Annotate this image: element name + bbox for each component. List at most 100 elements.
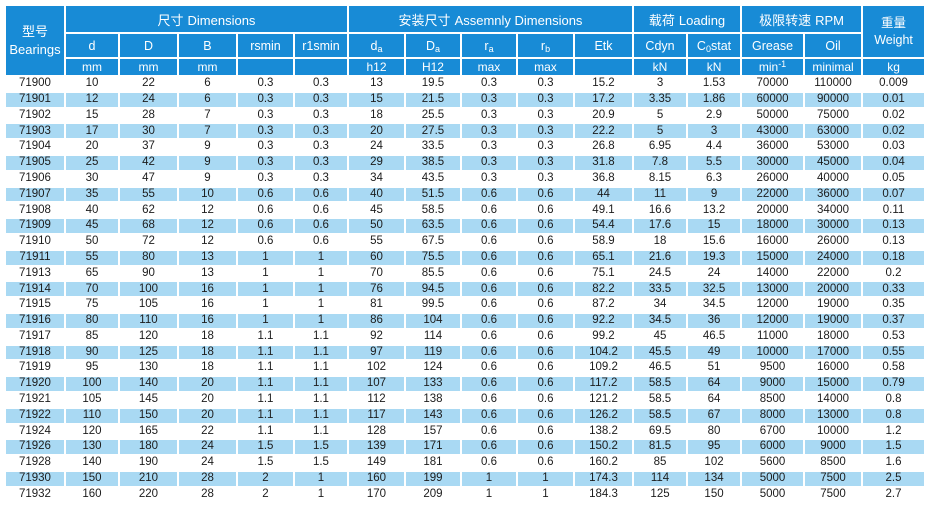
- value-cell: 0.6: [517, 345, 573, 360]
- value-cell: 102: [366, 361, 387, 374]
- table-row: 71928 140 190 24 1.5 1.5 149 181 0.6 0.6 160.2 85 10…: [6, 456, 924, 470]
- col-header-Da: Da: [405, 34, 460, 57]
- value-cell: 107: [348, 377, 404, 391]
- value-cell: 0.6: [537, 298, 554, 311]
- value-cell: 67.5: [421, 235, 445, 248]
- value-cell: 1: [485, 487, 493, 500]
- value-cell: 0.6: [294, 219, 347, 233]
- value-cell: 0.3: [257, 140, 274, 153]
- value-cell: 20: [85, 140, 99, 153]
- value-cell: 13000: [742, 282, 804, 297]
- value-cell: 65: [85, 266, 99, 279]
- value-cell: 3: [688, 124, 741, 139]
- value-cell: 58.5: [421, 203, 445, 216]
- value-cell: 0.6: [537, 235, 554, 248]
- value-cell: 170: [366, 487, 387, 500]
- col-header-d: d: [65, 34, 118, 57]
- value-cell: 1: [294, 313, 347, 328]
- table-row: 71924 120 165 22 1.1 1.1 128 157 0.6 0.6 138.2 69.5…: [6, 425, 924, 439]
- value-cell: 21.6: [634, 250, 687, 265]
- value-cell: 0.6: [517, 440, 573, 455]
- value-cell: 1: [461, 471, 516, 486]
- value-cell: 1.5: [294, 440, 347, 455]
- unit-h12: h12: [348, 59, 404, 75]
- value-cell: 22.2: [574, 124, 633, 139]
- unit-H12: H12: [405, 59, 460, 75]
- col-header-rsmin: rsmin: [237, 34, 293, 57]
- value-cell: 64: [707, 393, 721, 406]
- value-cell: 24: [178, 440, 236, 455]
- value-cell: 1: [317, 487, 325, 500]
- value-cell: 0.04: [863, 155, 925, 170]
- value-cell: 19000: [817, 298, 850, 311]
- value-cell: 76: [348, 282, 404, 297]
- value-cell: 165: [138, 424, 159, 437]
- table-row: 71901 12 24 6 0.3 0.3 15 21.5 0.3 0.3 17.2 3.35 1.86…: [5, 92, 925, 107]
- value-cell: 15: [688, 219, 741, 233]
- value-cell: 1: [262, 298, 269, 311]
- value-cell: 70: [370, 266, 383, 279]
- value-cell: 80: [65, 313, 118, 328]
- value-cell: 5: [634, 124, 687, 139]
- value-cell: 34000: [817, 203, 850, 216]
- bearing-model-cell: 71918: [5, 345, 64, 360]
- value-cell: 10000: [817, 424, 850, 437]
- table-row: 71930 150 210 28 2 1 160 199 1 1 174.3 114 134 5000 75…: [5, 471, 925, 486]
- value-cell: 13: [178, 250, 236, 265]
- value-cell: 0.6: [537, 424, 554, 437]
- value-cell: 0.3: [461, 92, 516, 107]
- value-cell: 0.6: [461, 345, 516, 360]
- value-cell: 0.6: [517, 313, 573, 328]
- value-cell: 0.3: [312, 77, 329, 90]
- value-cell: 1.53: [702, 77, 726, 90]
- value-cell: 0.8: [863, 408, 925, 423]
- value-cell: 0.33: [863, 282, 925, 297]
- value-cell: 104: [405, 313, 460, 328]
- value-cell: 22000: [817, 266, 850, 279]
- col-header-da: da: [348, 34, 404, 57]
- unit-blank-etk: [574, 59, 633, 75]
- bearing-model-cell: 71924: [18, 424, 51, 437]
- value-cell: 210: [119, 471, 177, 486]
- value-cell: 130: [65, 440, 118, 455]
- value-cell: 34: [370, 171, 383, 184]
- value-cell: 26000: [817, 235, 850, 248]
- value-cell: 65.1: [574, 250, 633, 265]
- value-cell: 1.1: [237, 408, 293, 423]
- value-cell: 55: [65, 250, 118, 265]
- value-cell: 36000: [805, 187, 862, 202]
- value-cell: 0.3: [294, 92, 347, 107]
- bearing-model-cell: 71910: [18, 235, 51, 248]
- value-cell: 181: [423, 456, 443, 469]
- bearing-model-cell: 71913: [18, 266, 51, 279]
- value-cell: 31.8: [574, 155, 633, 170]
- value-cell: 8000: [742, 408, 804, 423]
- value-cell: 0.55: [863, 345, 925, 360]
- value-cell: 45000: [805, 155, 862, 170]
- bearing-model-cell: 71922: [5, 408, 64, 423]
- table-row: 71932 160 220 28 2 1 170 209 1 1 184.3 125 150 5000 75…: [6, 488, 924, 502]
- value-cell: 105: [82, 393, 102, 406]
- value-cell: 0.11: [882, 203, 905, 216]
- value-cell: 1.1: [312, 329, 329, 342]
- value-cell: 1: [237, 282, 293, 297]
- value-cell: 0.3: [517, 155, 573, 170]
- value-cell: 0.3: [237, 92, 293, 107]
- value-cell: 85.5: [421, 266, 445, 279]
- value-cell: 0.3: [461, 124, 516, 139]
- value-cell: 105: [138, 298, 159, 311]
- unit-kn-c0stat: kN: [688, 59, 741, 75]
- value-cell: 3.35: [634, 92, 687, 107]
- value-cell: 53000: [817, 140, 850, 153]
- value-cell: 0.3: [312, 108, 329, 121]
- table-row: 71910 50 72 12 0.6 0.6 55 67.5 0.6 0.6 58.9 18 15.6 1…: [6, 235, 924, 249]
- value-cell: 0.53: [882, 329, 905, 342]
- value-cell: 0.02: [863, 124, 925, 139]
- value-cell: 19000: [805, 313, 862, 328]
- value-cell: 1.5: [237, 440, 293, 455]
- value-cell: 22000: [742, 187, 804, 202]
- value-cell: 72: [142, 235, 155, 248]
- bearing-model-cell: 71901: [5, 92, 64, 107]
- unit-max-ra: max: [461, 59, 516, 75]
- table-row: 71914 70 100 16 1 1 76 94.5 0.6 0.6 82.2 33.5 32.5 13…: [5, 282, 925, 297]
